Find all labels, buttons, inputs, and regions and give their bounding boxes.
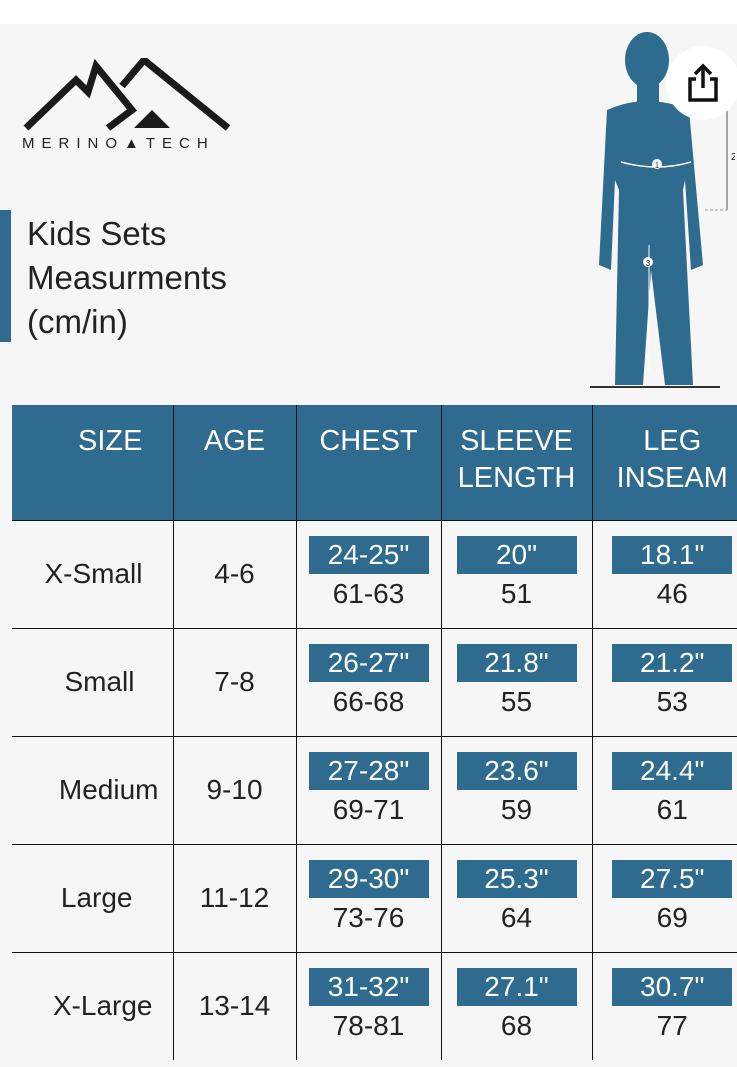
age-cell: 4-6 [172,519,296,628]
leg-inches: 27.5" [612,860,733,898]
size-value: X-Large [52,990,153,1021]
leg-cm: 69 [656,902,688,933]
chest-cm: 66-68 [332,686,405,717]
chest-inches: 29-30" [308,860,429,898]
age-value: 7-8 [214,666,255,697]
sleeve-inches: 20" [456,536,577,574]
brand-name: MERINO▲TECH [22,135,215,152]
header-leg-inseam: LEG INSEAM [591,405,737,520]
chest-cell: 27-28" 69-71 [295,735,441,844]
age-cell: 11-12 [172,843,296,952]
sleeve-cell: 23.6" 59 [440,735,592,844]
size-value: Large [60,882,133,913]
share-icon [688,63,718,102]
sleeve-cell: 20" 51 [440,519,592,628]
leg-cell: 24.4" 61 [591,735,737,844]
size-cell: X-Large [12,951,173,1060]
sleeve-cm: 64 [500,902,533,933]
leg-cell: 27.5" 69 [591,843,737,952]
sleeve-cm: 55 [500,686,533,717]
sleeve-inches: 21.8" [456,644,577,682]
table-row: Large 11-12 29-30" 73-76 25.3" 64 27.5" 69 [12,843,737,952]
age-cell: 7-8 [172,627,296,736]
leg-inches: 21.2" [612,644,733,682]
header-size: SIZE [12,405,173,520]
share-button[interactable] [666,46,737,120]
sleeve-cell: 21.8" 55 [440,627,592,736]
chest-cell: 29-30" 73-76 [295,843,441,952]
marker-2: 2 [731,152,735,163]
age-value: 9-10 [206,774,263,805]
chest-cm: 73-76 [332,902,405,933]
table-row: X-Small 4-6 24-25" 61-63 20" 51 18.1" 46 [12,519,737,628]
leg-inches: 18.1" [612,536,733,574]
size-cell: X-Small [12,519,173,628]
size-value: X-Small [44,558,143,589]
sleeve-cell: 25.3" 64 [440,843,592,952]
title-line: Kids Sets [27,215,167,252]
size-cell: Large [12,843,173,952]
kid-silhouette: 1 3 2 [590,32,735,388]
leg-cm: 61 [656,794,688,825]
mountain-logo [23,58,231,131]
age-value: 13-14 [198,990,271,1021]
leg-inches: 24.4" [612,752,733,790]
sleeve-cell: 27.1" 68 [440,951,592,1060]
marker-1: 1 [655,161,660,170]
size-value: Small [64,666,135,697]
table-row: X-Large 13-14 31-32" 78-81 27.1" 68 30.7" 77 [12,951,737,1060]
chest-cm: 61-63 [332,578,405,609]
sleeve-inches: 27.1" [456,968,577,1006]
marker-3: 3 [646,259,651,268]
table-row: Medium 9-10 27-28" 69-71 23.6" 59 24.4" 61 [12,735,737,844]
age-value: 4-6 [214,558,255,589]
leg-cell: 21.2" 53 [591,627,737,736]
chest-inches: 27-28" [308,752,429,790]
sleeve-cm: 68 [500,1010,533,1041]
header-sleeve-length: SLEEVE LENGTH [440,405,592,520]
sleeve-cm: 51 [500,578,533,609]
title-accent-bar [0,210,11,342]
chest-cm: 69-71 [332,794,405,825]
chest-inches: 26-27" [308,644,429,682]
sleeve-cm: 59 [500,794,533,825]
table-header-row: SIZE AGE CHEST SLEEVE LENGTH LEG INSEAM [12,405,737,520]
chest-cell: 31-32" 78-81 [295,951,441,1060]
size-cell: Small [12,627,173,736]
header-age: AGE [172,405,296,520]
title-line: (cm/in) [27,303,128,340]
leg-cell: 18.1" 46 [591,519,737,628]
leg-cm: 53 [656,686,688,717]
chest-cell: 24-25" 61-63 [295,519,441,628]
page-title: Kids Sets Measurments (cm/in) [27,212,327,344]
sleeve-inches: 25.3" [456,860,577,898]
title-line: Measurments [27,259,227,296]
leg-cm: 77 [656,1010,688,1041]
sleeve-inches: 23.6" [456,752,577,790]
chest-inches: 24-25" [308,536,429,574]
age-cell: 9-10 [172,735,296,844]
age-value: 11-12 [199,882,270,913]
size-chart-table: SIZE AGE CHEST SLEEVE LENGTH LEG INSEAM … [12,405,737,1060]
leg-inches: 30.7" [612,968,733,1006]
size-cell: Medium [12,735,173,844]
size-value: Medium [58,774,159,805]
header-chest: CHEST [295,405,441,520]
table-row: Small 7-8 26-27" 66-68 21.8" 55 21.2" 53 [12,627,737,736]
age-cell: 13-14 [172,951,296,1060]
chest-cell: 26-27" 66-68 [295,627,441,736]
leg-cell: 30.7" 77 [591,951,737,1060]
chest-cm: 78-81 [332,1010,405,1041]
chest-inches: 31-32" [308,968,429,1006]
leg-cm: 46 [656,578,688,609]
